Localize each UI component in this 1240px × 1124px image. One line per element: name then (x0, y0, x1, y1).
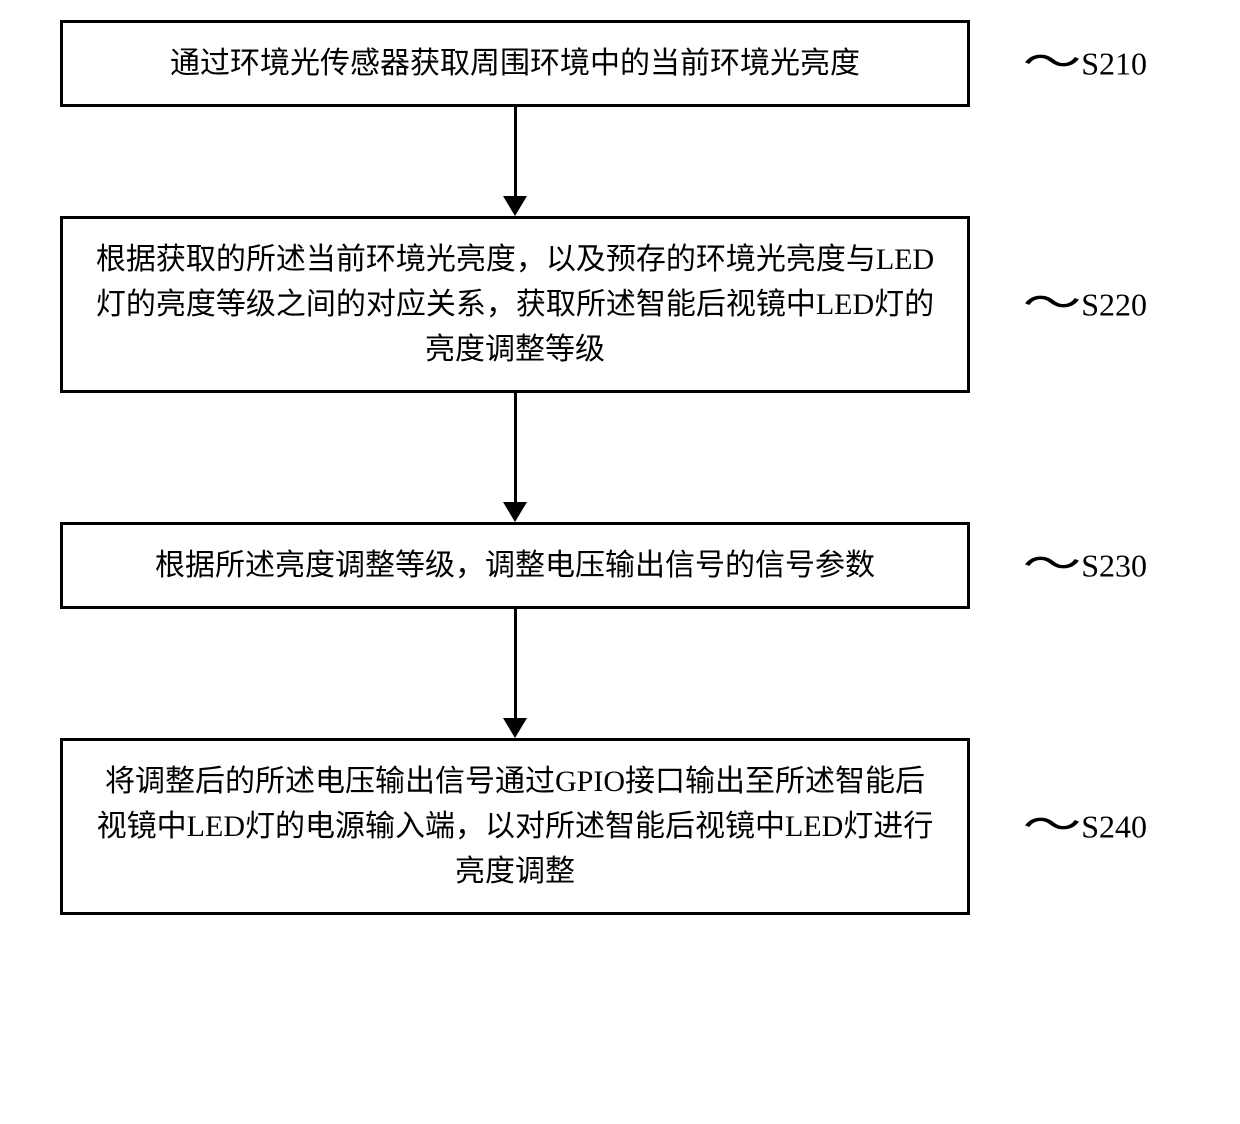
arrow-head-icon (503, 718, 527, 738)
step-text-2: 根据获取的所述当前环境光亮度，以及预存的环境光亮度与LED灯的亮度等级之间的对应… (96, 243, 934, 366)
tilde-icon: 〜 (1023, 534, 1082, 597)
step-box-2: 根据获取的所述当前环境光亮度，以及预存的环境光亮度与LED灯的亮度等级之间的对应… (60, 216, 970, 393)
arrow-3 (60, 609, 970, 738)
step-label-text-3: S230 (1081, 542, 1147, 590)
step-label-1: 〜 S210 (1031, 32, 1147, 95)
arrow-2 (60, 393, 970, 522)
step-label-text-4: S240 (1081, 803, 1147, 851)
step-text-3: 根据所述亮度调整等级，调整电压输出信号的信号参数 (155, 549, 875, 582)
step-box-4: 将调整后的所述电压输出信号通过GPIO接口输出至所述智能后视镜中LED灯的电源输… (60, 738, 970, 915)
tilde-icon: 〜 (1023, 32, 1082, 95)
step-text-4: 将调整后的所述电压输出信号通过GPIO接口输出至所述智能后视镜中LED灯的电源输… (97, 765, 934, 888)
tilde-icon: 〜 (1023, 273, 1082, 336)
step-text-1: 通过环境光传感器获取周围环境中的当前环境光亮度 (170, 47, 860, 80)
step-label-text-1: S210 (1081, 40, 1147, 88)
step-label-4: 〜 S240 (1031, 795, 1147, 858)
tilde-icon: 〜 (1023, 795, 1082, 858)
arrow-head-icon (503, 196, 527, 216)
step-label-3: 〜 S230 (1031, 534, 1147, 597)
arrow-head-icon (503, 502, 527, 522)
step-box-3: 根据所述亮度调整等级，调整电压输出信号的信号参数 〜 S230 (60, 522, 970, 609)
arrow-line-1 (514, 107, 517, 197)
step-box-1: 通过环境光传感器获取周围环境中的当前环境光亮度 〜 S210 (60, 20, 970, 107)
arrow-1 (60, 107, 970, 216)
arrow-line-2 (514, 393, 517, 503)
step-label-text-2: S220 (1081, 281, 1147, 329)
arrow-line-3 (514, 609, 517, 719)
step-label-2: 〜 S220 (1031, 273, 1147, 336)
flowchart-container: 通过环境光传感器获取周围环境中的当前环境光亮度 〜 S210 根据获取的所述当前… (60, 20, 1180, 915)
